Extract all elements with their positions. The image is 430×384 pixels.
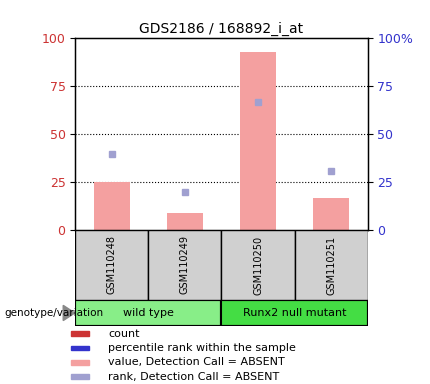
Text: wild type: wild type bbox=[123, 308, 174, 318]
Bar bbox=[71, 346, 89, 350]
Text: GSM110251: GSM110251 bbox=[326, 235, 336, 295]
Text: GSM110250: GSM110250 bbox=[253, 235, 263, 295]
Bar bbox=[295, 230, 368, 300]
Bar bbox=[71, 374, 89, 379]
Text: Runx2 null mutant: Runx2 null mutant bbox=[243, 308, 346, 318]
Bar bbox=[71, 360, 89, 365]
Bar bbox=[167, 213, 203, 230]
Bar bbox=[313, 198, 349, 230]
Bar bbox=[148, 230, 221, 300]
Bar bbox=[221, 300, 368, 326]
Text: count: count bbox=[108, 329, 140, 339]
Text: GSM110249: GSM110249 bbox=[180, 235, 190, 295]
Text: percentile rank within the sample: percentile rank within the sample bbox=[108, 343, 296, 353]
Bar bbox=[75, 230, 148, 300]
Bar bbox=[94, 182, 130, 230]
Bar bbox=[71, 331, 89, 336]
Title: GDS2186 / 168892_i_at: GDS2186 / 168892_i_at bbox=[139, 22, 304, 36]
Text: value, Detection Call = ABSENT: value, Detection Call = ABSENT bbox=[108, 358, 285, 367]
Text: GSM110248: GSM110248 bbox=[107, 235, 117, 295]
Bar bbox=[240, 52, 276, 230]
Text: rank, Detection Call = ABSENT: rank, Detection Call = ABSENT bbox=[108, 372, 280, 382]
Bar bbox=[221, 230, 295, 300]
Text: genotype/variation: genotype/variation bbox=[4, 308, 104, 318]
Polygon shape bbox=[63, 305, 75, 321]
Bar bbox=[75, 300, 221, 326]
